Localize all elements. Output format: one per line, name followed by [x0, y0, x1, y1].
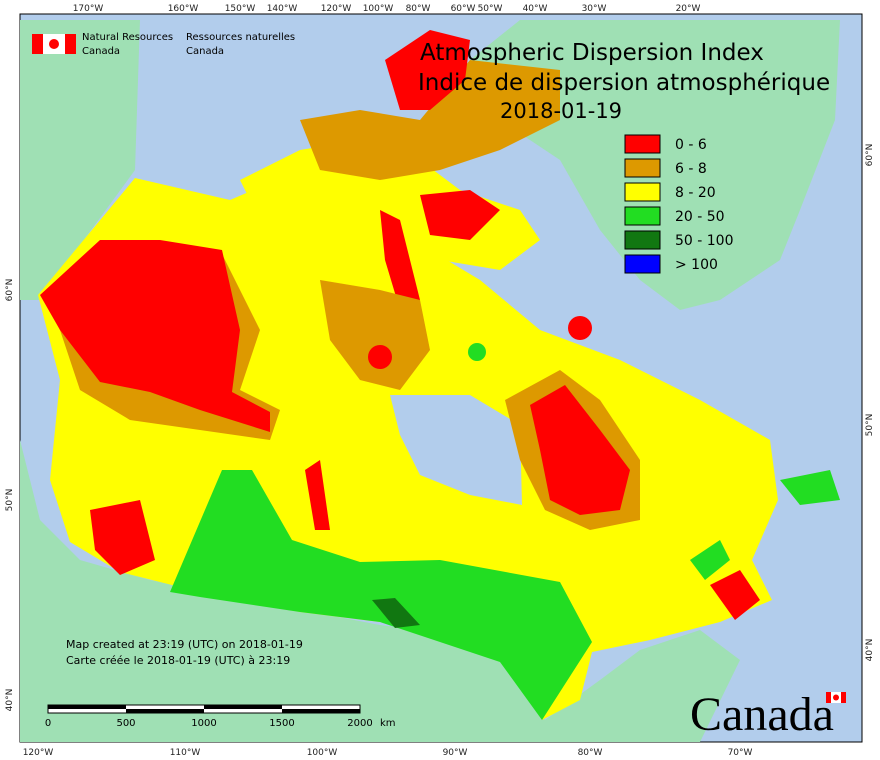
- lon-label: 160°W: [168, 4, 199, 14]
- lon-label: 150°W: [225, 4, 256, 14]
- lat-label: 40°N: [5, 689, 15, 712]
- credit-fr: Carte créée le 2018-01-19 (UTC) à 23:19: [66, 654, 290, 667]
- scale-unit: km: [380, 718, 396, 729]
- agency-fr-1: Ressources naturelles: [186, 32, 295, 43]
- title-date: 2018-01-19: [500, 99, 622, 123]
- scale-label: 500: [116, 718, 135, 729]
- lon-label: 50°W: [478, 4, 503, 14]
- lon-label: 100°W: [363, 4, 394, 14]
- scale-label: 0: [45, 718, 51, 729]
- legend-swatch: [624, 182, 661, 202]
- credit-en: Map created at 23:19 (UTC) on 2018-01-19: [66, 638, 303, 651]
- scale-label: 1500: [269, 718, 294, 729]
- lat-label: 60°N: [865, 144, 875, 167]
- legend-swatch: [624, 230, 661, 250]
- title-en: Atmospheric Dispersion Index: [420, 40, 764, 66]
- lat-label: 50°N: [865, 414, 875, 437]
- agency-en-1: Natural Resources: [82, 32, 173, 43]
- lon-label: 100°W: [307, 748, 338, 758]
- lat-label: 50°N: [5, 489, 15, 512]
- lon-label: 90°W: [443, 748, 468, 758]
- graticule-labels: 170°W 160°W 150°W 140°W 120°W 100°W 80°W 60°W 50…: [5, 4, 875, 758]
- lon-label: 60°W: [451, 4, 476, 14]
- legend-label: > 100: [675, 257, 718, 273]
- lon-label: 30°W: [582, 4, 607, 14]
- land-canada: [38, 30, 840, 720]
- legend-swatch: [624, 158, 661, 178]
- legend-label: 6 - 8: [675, 161, 707, 177]
- agency-en-2: Canada: [82, 46, 120, 57]
- lat-label: 60°N: [5, 279, 15, 302]
- legend-swatch: [624, 206, 661, 226]
- legend: 0 - 6 6 - 8 8 - 20 20 - 50 50 - 100 > 100: [624, 134, 734, 274]
- lon-label: 140°W: [267, 4, 298, 14]
- title-fr: Indice de dispersion atmosphérique: [418, 70, 830, 96]
- legend-label: 50 - 100: [675, 233, 734, 249]
- lon-label: 170°W: [73, 4, 104, 14]
- legend-label: 20 - 50: [675, 209, 725, 225]
- lat-label: 40°N: [865, 639, 875, 662]
- wordmark: Canada: [690, 688, 834, 741]
- scale-label: 2000: [347, 718, 372, 729]
- lon-label: 110°W: [170, 748, 201, 758]
- lon-label: 20°W: [676, 4, 701, 14]
- lon-label: 120°W: [321, 4, 352, 14]
- lon-label: 70°W: [728, 748, 753, 758]
- legend-swatch: [624, 134, 661, 154]
- scale-bar: 0 500 1000 1500 2000 km: [45, 704, 396, 729]
- lon-label: 40°W: [523, 4, 548, 14]
- agency-fr-2: Canada: [186, 46, 224, 57]
- lon-label: 120°W: [23, 748, 54, 758]
- legend-swatch: [624, 254, 661, 274]
- scale-label: 1000: [191, 718, 216, 729]
- nrcan-logo: Natural Resources Canada Ressources natu…: [32, 32, 295, 57]
- canada-wordmark: Canada: [690, 688, 846, 741]
- lon-label: 80°W: [406, 4, 431, 14]
- legend-label: 8 - 20: [675, 185, 716, 201]
- legend-label: 0 - 6: [675, 137, 707, 153]
- lon-label: 80°W: [578, 748, 603, 758]
